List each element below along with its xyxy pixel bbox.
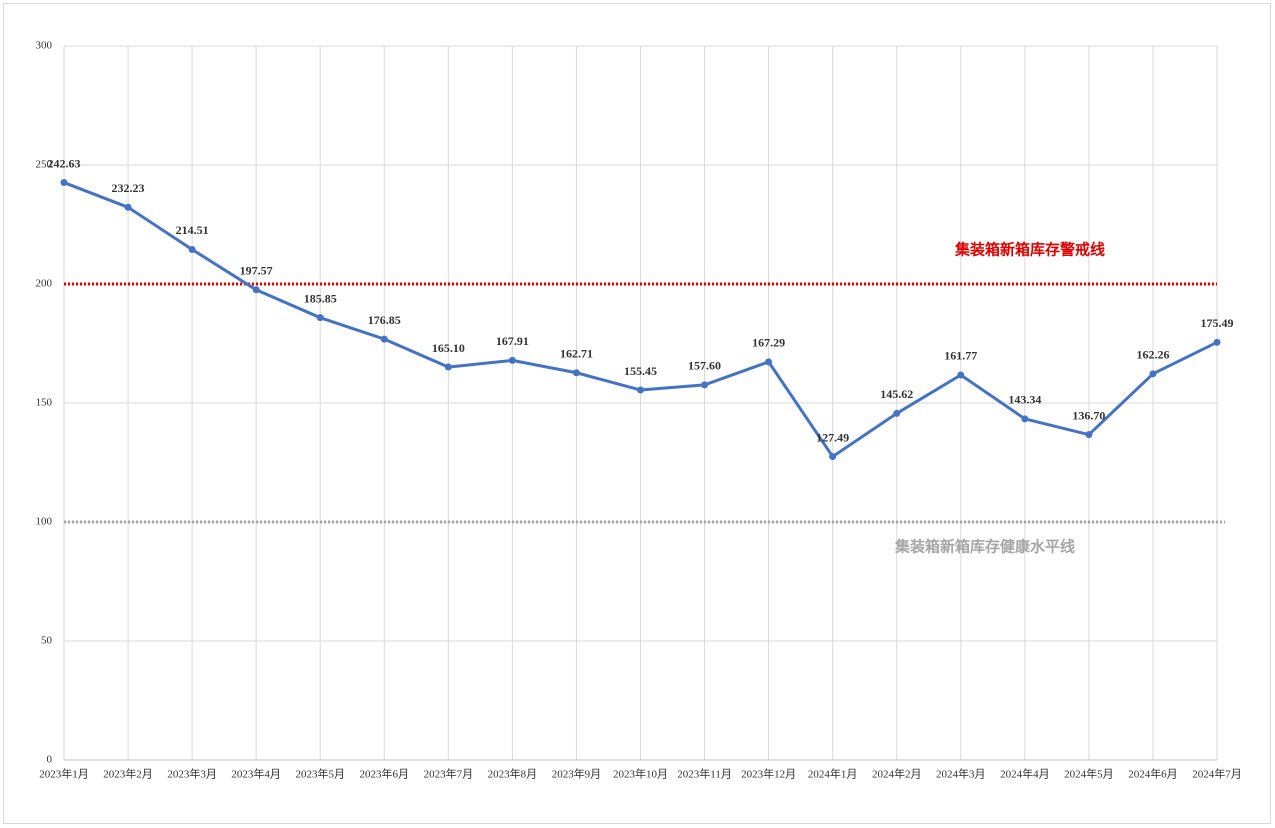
chart-border	[3, 3, 1271, 824]
x-tick-label: 2023年4月	[231, 767, 281, 781]
y-tick-label: 200	[36, 278, 53, 290]
data-point	[893, 409, 901, 417]
data-label: 165.10	[432, 341, 465, 355]
reference-label: 集装箱新箱库存警戒线	[954, 241, 1105, 259]
x-tick-label: 2024年1月	[808, 767, 858, 781]
data-point	[1213, 338, 1221, 346]
x-tick-label: 2023年1月	[39, 767, 89, 781]
data-label: 167.29	[752, 336, 785, 350]
x-tick-label: 2024年7月	[1192, 767, 1242, 781]
data-label: 143.34	[1008, 393, 1041, 407]
x-tick-label: 2023年5月	[295, 767, 345, 781]
x-tick-label: 2023年8月	[488, 767, 538, 781]
reference-label: 集装箱新箱库存健康水平线	[894, 538, 1075, 556]
y-tick-label: 250	[36, 159, 53, 171]
y-tick-label: 100	[36, 516, 53, 528]
x-tick-label: 2023年7月	[424, 767, 474, 781]
data-label: 167.91	[496, 334, 529, 348]
x-tick-label: 2023年11月	[677, 767, 732, 781]
data-label: 175.49	[1201, 316, 1234, 330]
x-tick-label: 2024年4月	[1000, 767, 1050, 781]
data-label: 155.45	[624, 364, 657, 378]
x-tick-label: 2023年10月	[613, 767, 668, 781]
data-label: 197.57	[240, 264, 273, 278]
x-tick-label: 2024年5月	[1064, 767, 1114, 781]
y-tick-label: 0	[47, 754, 53, 766]
x-tick-label: 2023年6月	[360, 767, 410, 781]
y-tick-label: 50	[41, 635, 53, 647]
x-tick-label: 2023年9月	[552, 767, 602, 781]
data-label: 145.62	[880, 387, 913, 401]
data-point	[701, 381, 709, 389]
data-point	[444, 363, 452, 371]
x-tick-label: 2024年6月	[1128, 767, 1178, 781]
data-point	[1085, 431, 1093, 439]
data-point	[380, 335, 388, 343]
x-tick-label: 2023年2月	[103, 767, 153, 781]
data-point	[829, 453, 837, 461]
data-label: 136.70	[1072, 408, 1105, 422]
data-point	[637, 386, 644, 394]
data-label: 162.26	[1136, 348, 1169, 362]
y-tick-label: 300	[36, 40, 53, 52]
data-point	[1149, 370, 1157, 378]
data-point	[60, 179, 68, 187]
y-tick-label: 150	[36, 397, 53, 409]
data-label: 242.63	[48, 156, 81, 170]
data-label: 127.49	[816, 430, 849, 444]
data-point	[508, 356, 516, 364]
data-label: 162.71	[560, 347, 593, 361]
data-point	[572, 369, 580, 377]
data-point	[316, 314, 324, 322]
data-label: 185.85	[304, 291, 337, 305]
data-point	[1021, 415, 1029, 423]
x-tick-label: 2023年3月	[167, 767, 217, 781]
data-label: 157.60	[688, 359, 721, 373]
data-label: 232.23	[112, 181, 145, 195]
data-point	[188, 245, 196, 253]
data-label: 161.77	[944, 349, 977, 363]
x-tick-label: 2023年12月	[741, 767, 796, 781]
data-point	[252, 286, 260, 294]
data-label: 214.51	[176, 223, 209, 237]
data-point	[124, 203, 132, 211]
data-point	[765, 358, 773, 366]
data-label: 176.85	[368, 313, 401, 327]
data-point	[957, 371, 965, 379]
x-tick-label: 2024年2月	[872, 767, 922, 781]
x-tick-label: 2024年3月	[936, 767, 986, 781]
